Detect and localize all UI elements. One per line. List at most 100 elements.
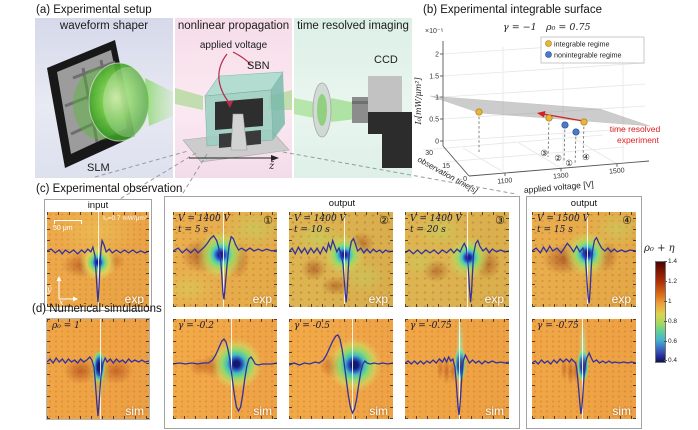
colorbar-tick: 1.2 (668, 277, 678, 285)
panel-params: ρ₀ = 1 (52, 321, 80, 331)
beam-in (175, 88, 203, 110)
lens-beam-spot (317, 94, 327, 126)
colorbar-tick: 0.6 (668, 337, 678, 345)
svg-text:②: ② (554, 153, 562, 163)
panel-b-label: (b) Experimental integrable surface (423, 4, 602, 16)
laser-beam (145, 78, 173, 126)
slm-illustration (47, 40, 173, 168)
xy-axes-icon (56, 276, 78, 302)
tick-labels: 2 1.5 1 0.5 0 30 15 0 1100 1300 1500 (425, 52, 625, 186)
svg-text:1300: 1300 (553, 172, 569, 180)
rho-param: ρ₀ = 0.75 (545, 22, 591, 33)
sim-panel-5: γ = -0.75 sim (532, 319, 636, 419)
integrable-surface (429, 95, 651, 127)
scalebar-label: 50 μm (53, 225, 73, 232)
ccd-illustration (294, 76, 412, 168)
point-numbers: ③ ② ① ④ (540, 148, 590, 168)
voltage-pointer-1 (218, 53, 231, 105)
panel-params: γ = -0.75 (410, 321, 452, 331)
legend-nonintegrable-label: nonintegrable regime (554, 50, 622, 59)
time-value: t = 15 s (537, 225, 573, 236)
colorbar-tick: 1.4 (668, 257, 678, 265)
voltage-pointer-2 (232, 51, 253, 67)
point-integrable (475, 108, 483, 116)
camera-body (368, 112, 412, 168)
sim-panel-1: ρ₀ = 1 sim (46, 318, 150, 420)
lens-highlight (103, 67, 153, 137)
panel-number: ② (379, 215, 389, 227)
svg-text:15: 15 (442, 163, 450, 170)
panel-number: ① (263, 215, 273, 227)
sim-panel-4: γ = -0.75 sim (405, 319, 509, 419)
exp-tag: exp (484, 292, 504, 306)
point-1-nonintegrable (572, 128, 580, 136)
y-axis-label: I₀[mW/μm²] (414, 77, 423, 126)
svg-text:0.5: 0.5 (429, 117, 439, 124)
colorbar-tick: 0.8 (668, 317, 678, 325)
sim-tag: sim (253, 404, 272, 418)
panel-params: γ = -0.75 (537, 321, 579, 331)
sbn-label: SBN (247, 60, 270, 72)
integrable-surface-plot: ③ ② ① ④ 2 1.5 1 0.5 0 30 15 0 1100 1300 … (414, 22, 661, 195)
voltage-value: V = 1400 V (410, 214, 463, 224)
exp-tag: exp (368, 292, 388, 306)
stage-title: waveform shaper (59, 20, 149, 32)
cable (230, 113, 248, 151)
svg-text:30: 30 (425, 150, 433, 157)
sim-tag: sim (369, 404, 388, 418)
output-title: output (570, 198, 598, 209)
svg-text:③: ③ (540, 148, 548, 158)
intensity-label: I₀=0.7 mW/μm² (103, 215, 147, 222)
colorbar-tickmark (664, 341, 667, 342)
svg-text:①: ① (565, 158, 573, 168)
time-arrowhead (537, 111, 546, 118)
colorbar-tick: 1 (668, 297, 672, 305)
input-title: input (87, 200, 109, 211)
applied-voltage-label: applied voltage (199, 40, 268, 51)
camera-top (368, 76, 402, 114)
exp-tag: exp (124, 292, 144, 306)
z-axis-arrowhead (271, 155, 279, 161)
panel-a-label: (a) Experimental setup (36, 4, 152, 16)
sim-tag: sim (612, 404, 631, 418)
colorbar-tick: 0.4 (668, 356, 678, 364)
legend-integrable-marker (545, 40, 552, 47)
voltage-value: V = 1400 V (294, 214, 347, 224)
exp-tag: exp (611, 292, 631, 306)
svg-text:1.5: 1.5 (429, 74, 439, 81)
legend-nonintegrable-marker (545, 51, 552, 58)
stage-time-resolved-imaging: time resolved imaging CCD (294, 18, 412, 178)
stage-waveform-shaper: waveform shaper SLM (35, 18, 173, 178)
stage-title: time resolved imaging (297, 20, 409, 32)
time-value: t = 5 s (178, 225, 209, 236)
colorbar-tickmark (664, 281, 667, 282)
input-box: input 50 μm I₀=0.7 mW/μm² ȳ x̄ exp (44, 199, 152, 311)
colorbar-tickmark (664, 321, 667, 322)
legend: integrable regime nonintegrable regime (540, 36, 645, 64)
svg-text:2: 2 (435, 52, 439, 59)
stage-title: nonlinear propagation (177, 20, 290, 32)
sim-panel-2: γ = -0.2 sim (173, 319, 277, 419)
beam-in (294, 98, 314, 118)
svg-text:1: 1 (435, 95, 439, 102)
colorbar-tickmark (664, 261, 667, 262)
scalebar (54, 220, 82, 224)
panel-number: ③ (495, 215, 505, 227)
panel-number: ④ (622, 215, 632, 227)
x-axis-label: x̄ (59, 298, 64, 307)
voltage-value: V = 1400 V (178, 214, 231, 224)
crystal-side (271, 72, 285, 140)
voltage-value: V = 1500 V (537, 214, 590, 224)
